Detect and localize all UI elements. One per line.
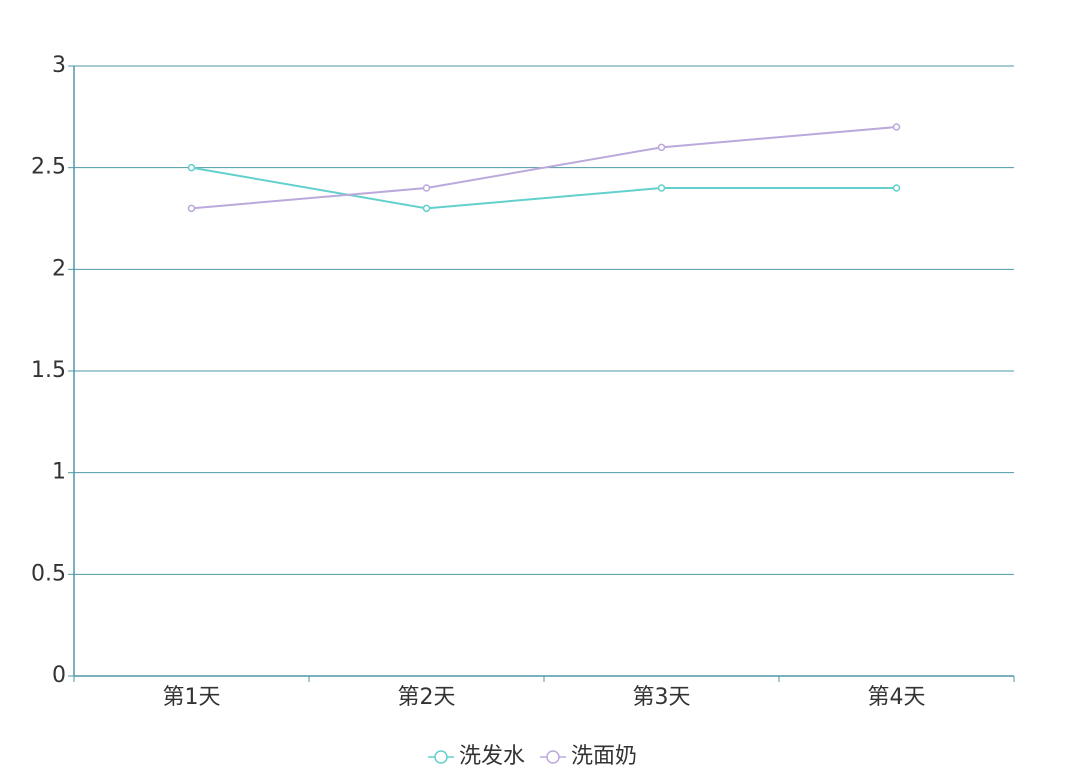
series-line <box>191 126 897 210</box>
point <box>422 204 431 213</box>
legend-swatch-marker <box>434 750 448 764</box>
legend-label: 洗发水 <box>459 744 525 769</box>
x-tick-label: 第4天 <box>868 685 926 710</box>
point <box>892 123 901 131</box>
point <box>187 204 196 213</box>
legend-label: 洗面奶 <box>571 744 637 769</box>
y-tick-label: 3 <box>52 53 66 78</box>
x-tick-label: 第1天 <box>163 685 221 710</box>
legend-swatch-marker <box>546 750 560 764</box>
point <box>657 184 666 192</box>
y-tick-label: 0.5 <box>31 561 66 586</box>
y-tick-label: 1.5 <box>31 358 66 383</box>
series-line <box>191 166 897 210</box>
y-tick-label: 0 <box>52 663 66 688</box>
point <box>657 143 666 152</box>
point <box>187 163 196 172</box>
y-tick-label: 2 <box>52 256 66 281</box>
y-tick-label: 1 <box>52 460 66 485</box>
y-tick-label: 2.5 <box>31 155 66 180</box>
x-tick-label: 第2天 <box>398 685 456 710</box>
point <box>892 184 901 192</box>
x-tick-label: 第3天 <box>633 685 691 710</box>
point <box>422 184 431 192</box>
